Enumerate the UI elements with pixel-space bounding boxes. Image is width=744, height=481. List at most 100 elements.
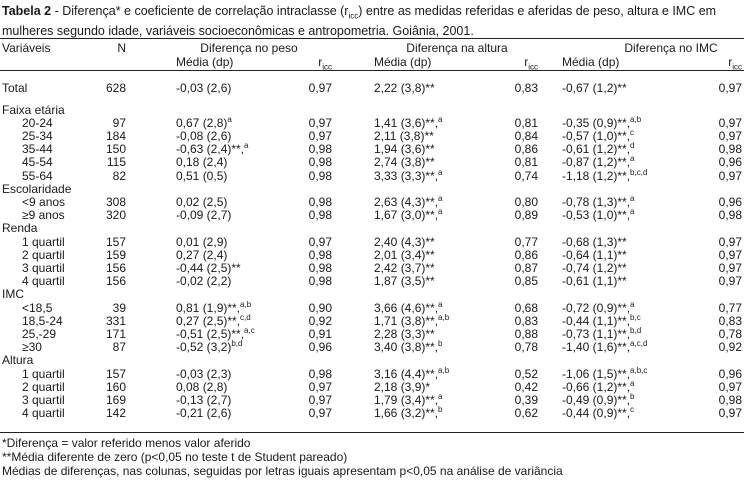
cell-ricc-altura: 0,42 [514, 379, 538, 394]
header-r-imc: ricc [728, 55, 742, 72]
cell-n: 308 [105, 195, 126, 210]
cell-ricc-altura: 0,62 [514, 406, 538, 421]
cell-altura-value: 2,01 (3,4)** [374, 247, 435, 262]
cell-peso: 0,18 (2,4) [126, 156, 229, 169]
row-label: 55-64 [22, 168, 53, 183]
cell-ricc-altura: 0,81 [514, 155, 538, 170]
cell-altura-value: 3,66 (4,6)**, [374, 300, 439, 315]
cell-n: 157 [105, 234, 126, 249]
cell-imc: -0,68 (1,3)** [538, 235, 641, 249]
header-peso: Diferença no peso [200, 41, 298, 55]
row-label: 3 quartil [22, 261, 65, 276]
cell-altura: 2,01 (3,4)** [332, 247, 435, 262]
row-label: 25,-29 [22, 327, 57, 342]
cell-ricc-peso: 0,98 [308, 195, 332, 210]
table-footnotes: *Diferença = valor referido menos valor … [2, 436, 563, 478]
cell-imc: -0,49 (0,9)**,b [538, 393, 641, 408]
cell-peso-letters: a,b [240, 299, 252, 309]
table-label: Tabela 2 [2, 4, 52, 18]
cell-ricc-altura: 0,83 [514, 81, 538, 96]
header-media-peso: Média (dp) [176, 55, 234, 69]
cell-peso-letters: a,c [244, 326, 255, 336]
table-row: 25-34 184 -0,08 (2,6) 0,97 2,11 (3,8)** 0,84-… [0, 129, 744, 143]
cell-altura: 2,11 (3,8)** [332, 129, 435, 143]
cell-imc-letters: a [630, 207, 635, 217]
bottom-rule [0, 432, 744, 433]
cell-peso-letters: c,d [240, 312, 251, 322]
header-r-peso: ricc [318, 55, 332, 72]
cell-peso: -0,44 (2,5)** [126, 261, 241, 275]
cell-ricc-imc: 0,98 [718, 142, 742, 157]
cell-imc-letters: b,c [630, 312, 641, 322]
cell-peso: -0,51 (2,5)**,a,c [126, 327, 255, 341]
cell-ricc-altura: 0,89 [514, 208, 538, 223]
cell-ricc-imc: 0,77 [718, 300, 742, 315]
cell-ricc-peso: 0,98 [308, 261, 332, 276]
table-row: 2 quartil 159 0,27 (2,4) 0,98 2,01 (3,4)** 0,… [0, 247, 744, 262]
cell-imc-value: -0,49 (0,9)**, [562, 393, 631, 408]
row-label: 4 quartil [22, 406, 65, 421]
cell-altura-value: 2,63 (4,3)**, [374, 195, 439, 210]
table-row: 35-44 150 -0,63 (2,4)**,a 0,98 1,94 (3,6)** 0… [0, 142, 744, 157]
cell-imc-value: -1,18 (1,2)**, [562, 168, 631, 183]
row-label: 1 quartil [22, 366, 65, 381]
cell-ricc-imc: 0,92 [718, 340, 742, 355]
cell-altura-value: 1,66 (3,2)**, [374, 406, 439, 421]
cell-ricc-peso: 0,97 [308, 115, 332, 130]
cell-altura: 2,28 (3,3)** [332, 327, 435, 342]
cell-peso: -0,21 (2,6) [126, 407, 231, 420]
group-title: Renda [2, 221, 38, 236]
row-label: 18,5-24 [22, 313, 63, 328]
cell-ricc-altura: 0,68 [514, 300, 538, 315]
cell-ricc-altura: 0,86 [514, 142, 538, 157]
cell-ricc-peso: 0,98 [308, 247, 332, 262]
cell-imc-value: -0,64 (1,1)** [562, 247, 627, 262]
cell-ricc-peso: 0,90 [308, 300, 332, 315]
cell-imc-letters: a [630, 299, 635, 309]
cell-peso: 0,67 (2,8)a [126, 115, 232, 130]
group-title: Altura [2, 353, 34, 368]
cell-n: 156 [105, 261, 126, 276]
cell-n: 142 [105, 406, 126, 421]
cell-altura-value: 2,74 (3,8)** [374, 155, 435, 170]
cell-peso-value: 0,02 (2,5) [176, 195, 228, 210]
cell-peso: 0,01 (2,9) [126, 235, 229, 249]
cell-peso: -0,63 (2,4)**,a [126, 142, 249, 156]
cell-imc-value: -1,06 (1,5)**, [562, 366, 631, 381]
cell-peso-value: 0,27 (2,4) [176, 247, 228, 262]
cell-peso-value: 0,67 (2,8) [176, 115, 228, 130]
cell-ricc-imc: 0,96 [718, 366, 742, 381]
cell-altura: 2,18 (3,9)* [332, 380, 435, 394]
cell-ricc-peso: 0,98 [308, 274, 332, 289]
header-imc: Diferença no IMC [624, 41, 718, 55]
cell-n: 320 [105, 208, 126, 223]
row-label: ≥30 [22, 340, 42, 355]
cell-peso: -0,52 (3,2)b,d [126, 340, 242, 354]
cell-imc-letters: a,b,c [630, 365, 648, 375]
table-row: 3 quartil 169 -0,13 (2,7) 0,97 1,79 (3,4)**,… [0, 393, 744, 408]
table-row: 1 quartil 157 -0,03 (2,3) 0,98 3,16 (4,4)**,… [0, 365, 744, 381]
row-label: <18,5 [22, 300, 53, 315]
cell-ricc-altura: 0,80 [514, 195, 538, 210]
header-media-imc: Média (dp) [562, 55, 620, 69]
table-caption: Tabela 2 - Diferença* e coeficiente de c… [2, 4, 742, 39]
cell-peso: -0,02 (2,2) [126, 275, 231, 288]
footnote-3: Médias de diferenças, nas colunas, segui… [2, 464, 563, 478]
header-n: N [117, 41, 126, 55]
cell-ricc-peso: 0,97 [308, 81, 332, 96]
cell-n: 87 [112, 340, 126, 355]
cell-altura: 2,63 (4,3)**,a [332, 195, 443, 210]
cell-imc: -0,73 (1,1)**,b,d [538, 327, 641, 341]
cell-imc-value: -0,72 (0,9)**, [562, 300, 631, 315]
cell-n: 82 [112, 168, 126, 183]
cell-n: 156 [105, 274, 126, 289]
cell-altura: 3,40 (3,8)**,b [332, 340, 443, 354]
table-row: ≥30 87 -0,52 (3,2)b,d 0,96 3,40 (3,8)**,b 0,7… [0, 340, 744, 355]
footnote-2: **Média diferente de zero (p<0,05 no tes… [2, 450, 348, 464]
cell-imc-letters: c [630, 405, 635, 415]
caption-text: - Diferença* e coeficiente de correlação… [51, 4, 349, 18]
table-row: <18,5 39 0,81 (1,9)**,a,b 0,90 3,66 (4,6)**,… [0, 299, 744, 315]
cell-altura-value: 2,28 (3,3)** [374, 327, 435, 342]
cell-ricc-peso: 0,98 [308, 208, 332, 223]
group-title: Escolaridade [2, 181, 72, 196]
